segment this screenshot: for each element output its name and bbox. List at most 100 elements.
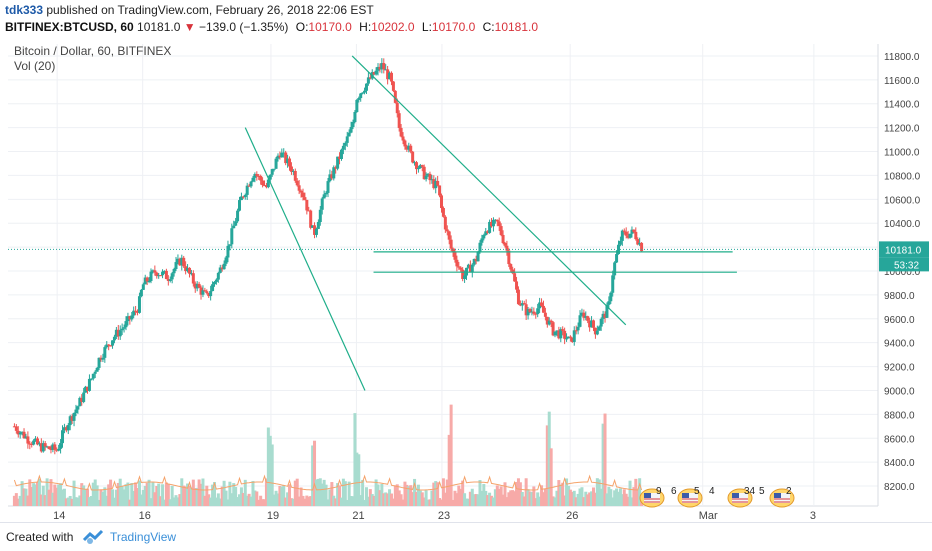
volume-bar <box>426 499 430 506</box>
candle-body <box>613 262 617 276</box>
volume-bar <box>338 485 342 506</box>
volume-bar <box>605 493 609 506</box>
volume-bar <box>62 488 66 506</box>
candle-body <box>136 311 140 313</box>
candle-body <box>43 443 47 447</box>
candle-body <box>434 180 438 189</box>
volume-bar <box>453 490 457 506</box>
candle-body <box>603 313 607 318</box>
event-flag-icon <box>682 493 698 503</box>
volume-bar <box>126 482 130 506</box>
volume-bar <box>80 483 84 506</box>
candle-body <box>493 219 497 221</box>
volume-bar <box>503 482 507 506</box>
candle-body <box>343 142 347 146</box>
candle-body <box>491 219 495 227</box>
event-extra-count: 5 <box>759 486 765 497</box>
volume-bar <box>105 495 109 506</box>
volume-bar <box>590 491 594 506</box>
volume-legend[interactable]: Vol (20) <box>14 59 56 73</box>
volume-bar <box>47 489 51 506</box>
candle-body <box>336 156 340 169</box>
volume-bar <box>261 499 265 506</box>
candle-body <box>409 145 413 152</box>
volume-bar <box>253 490 257 506</box>
volume-bar <box>551 496 555 506</box>
x-tick-label: 26 <box>566 510 578 522</box>
candle-body <box>245 185 249 195</box>
candle-body <box>295 180 299 186</box>
volume-bar <box>270 444 274 506</box>
volume-bar <box>499 486 503 506</box>
candle-body <box>122 327 126 329</box>
volume-bar <box>232 483 236 506</box>
candle-body <box>282 152 286 154</box>
volume-bar <box>136 487 140 506</box>
volume-bar <box>214 497 218 506</box>
candle-body <box>182 257 186 267</box>
chart-svg[interactable]: 8200.0 8400.0 8600.0 8800.0 9000.0 9200.0 9400… <box>0 36 932 522</box>
volume-bar <box>474 494 478 506</box>
volume-bar <box>112 497 116 506</box>
volume-bar <box>376 484 380 506</box>
volume-bar <box>395 484 399 506</box>
volume-bar <box>534 498 538 506</box>
candle-body <box>230 228 234 245</box>
candle-body <box>472 258 476 265</box>
candle-body <box>432 179 436 189</box>
candle-body <box>468 264 472 273</box>
candle-body <box>193 283 197 289</box>
volume-bar <box>176 497 180 506</box>
volume-bar <box>414 491 418 506</box>
volume-bar <box>103 487 107 506</box>
candle-body <box>97 357 101 368</box>
tradingview-brand[interactable]: TradingView <box>110 530 177 544</box>
volume-bar <box>524 478 528 506</box>
candle-body <box>361 92 365 94</box>
candle-body <box>330 174 334 179</box>
x-tick-label: 21 <box>352 510 364 522</box>
candle-body <box>526 309 530 316</box>
volume-bar <box>364 487 368 506</box>
candle-body <box>495 219 499 222</box>
candle-body <box>428 173 432 181</box>
volume-bar <box>307 496 311 506</box>
candle-body <box>297 185 301 191</box>
quote-line: BITFINEX:BTCUSD, 60 10181.0 ▼ −139.0 (−1… <box>5 19 538 36</box>
low-label: L: <box>421 20 432 34</box>
tradingview-logo-icon[interactable] <box>82 528 106 546</box>
volume-bar <box>628 480 632 506</box>
series-legend[interactable]: Bitcoin / Dollar, 60, BITFINEX <box>14 44 172 58</box>
volume-bar <box>53 484 57 506</box>
volume-bar <box>82 485 86 506</box>
candle-body <box>532 311 536 314</box>
volume-bar <box>284 497 288 506</box>
volume-bar <box>576 493 580 506</box>
candle-body <box>586 316 590 321</box>
candle-body <box>24 436 28 439</box>
volume-bar <box>57 484 61 506</box>
candle-body <box>530 311 534 313</box>
volume-bar <box>449 404 453 506</box>
volume-bar <box>411 492 415 506</box>
y-tick-label: 9600.0 <box>884 315 915 326</box>
volume-bar <box>578 488 582 506</box>
volume-bar <box>314 479 318 506</box>
candle-body <box>266 179 270 188</box>
volume-bar <box>230 493 234 506</box>
candle-body <box>499 226 503 235</box>
volume-bar <box>180 478 184 506</box>
countdown-text: 53:32 <box>894 260 919 271</box>
candle-body <box>214 279 218 282</box>
candle-body <box>620 230 624 241</box>
price-chart[interactable]: 8200.0 8400.0 8600.0 8800.0 9000.0 9200.0 9400… <box>0 36 932 522</box>
volume-bar <box>28 479 32 506</box>
volume-bar <box>520 491 524 506</box>
y-tick-label: 9200.0 <box>884 363 915 374</box>
volume-bar <box>151 482 155 506</box>
volume-bar <box>543 488 547 506</box>
candle-body <box>314 228 318 235</box>
volume-bar <box>20 481 24 506</box>
author-name[interactable]: tdk333 <box>5 3 44 17</box>
volume-bar <box>345 499 349 506</box>
